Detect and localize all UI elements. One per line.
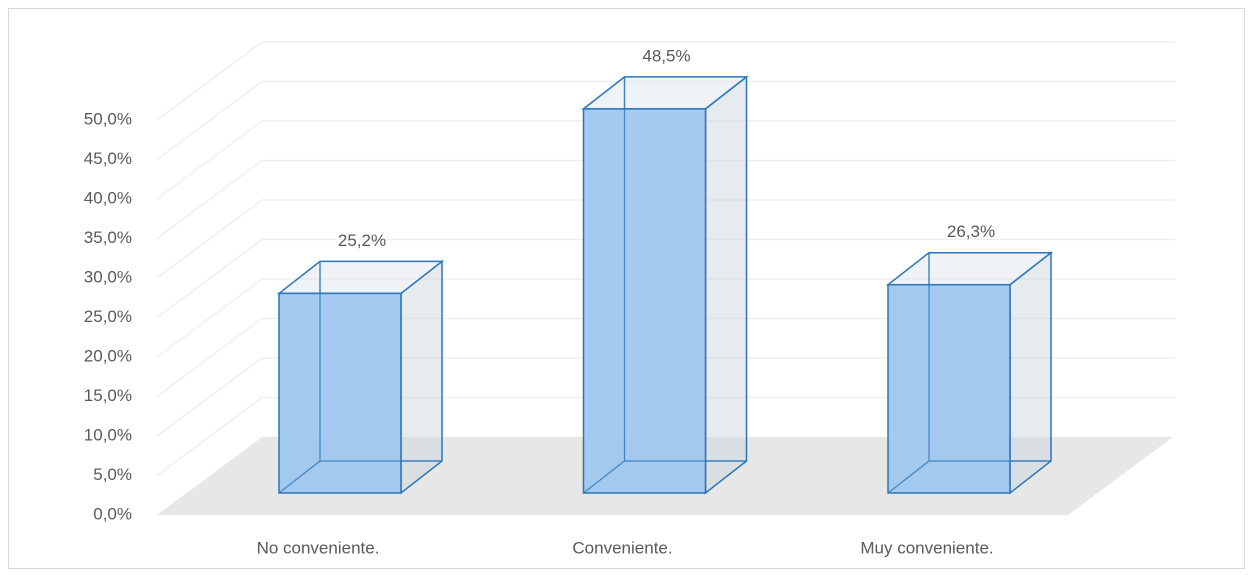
y-tick-label: 50,0% [84, 109, 132, 128]
side-grid-line [156, 120, 263, 200]
bar-side [704, 75, 748, 495]
data-label: 26,3% [947, 222, 995, 241]
bar-side [1009, 251, 1052, 495]
y-tick-label: 40,0% [84, 188, 132, 207]
data-label: 25,2% [338, 231, 386, 250]
bar-hidden-front [278, 261, 442, 494]
side-grid-line [156, 317, 263, 398]
side-grid-line [156, 357, 263, 437]
side-grid-line [156, 80, 263, 161]
x-tick-label: Conveniente. [572, 538, 672, 557]
y-tick-label: 30,0% [84, 267, 132, 286]
side-grid-line [156, 41, 263, 121]
x-tick-label: Muy conveniente. [860, 538, 993, 557]
bar [582, 108, 707, 494]
y-tick-label: 45,0% [84, 149, 132, 168]
y-tick-label: 10,0% [84, 425, 132, 444]
bar [278, 292, 402, 494]
bar-hidden-front [887, 252, 1051, 494]
side-grid-line [156, 238, 263, 319]
bar [887, 283, 1011, 494]
side-grid-line [156, 199, 263, 279]
y-tick-label: 5,0% [93, 465, 132, 484]
side-grid-line [156, 278, 263, 358]
y-tick-label: 20,0% [84, 346, 132, 365]
bar-side [400, 259, 443, 495]
y-tick-label: 15,0% [84, 386, 132, 405]
y-tick-label: 0,0% [93, 504, 132, 523]
y-tick-label: 25,0% [84, 307, 132, 326]
y-tick-label: 35,0% [84, 228, 132, 247]
data-label: 48,5% [642, 46, 690, 65]
bar-hidden-front [583, 76, 747, 494]
x-tick-label: No conveniente. [257, 538, 380, 557]
side-grid-line [156, 396, 263, 477]
side-grid-line [156, 159, 263, 240]
